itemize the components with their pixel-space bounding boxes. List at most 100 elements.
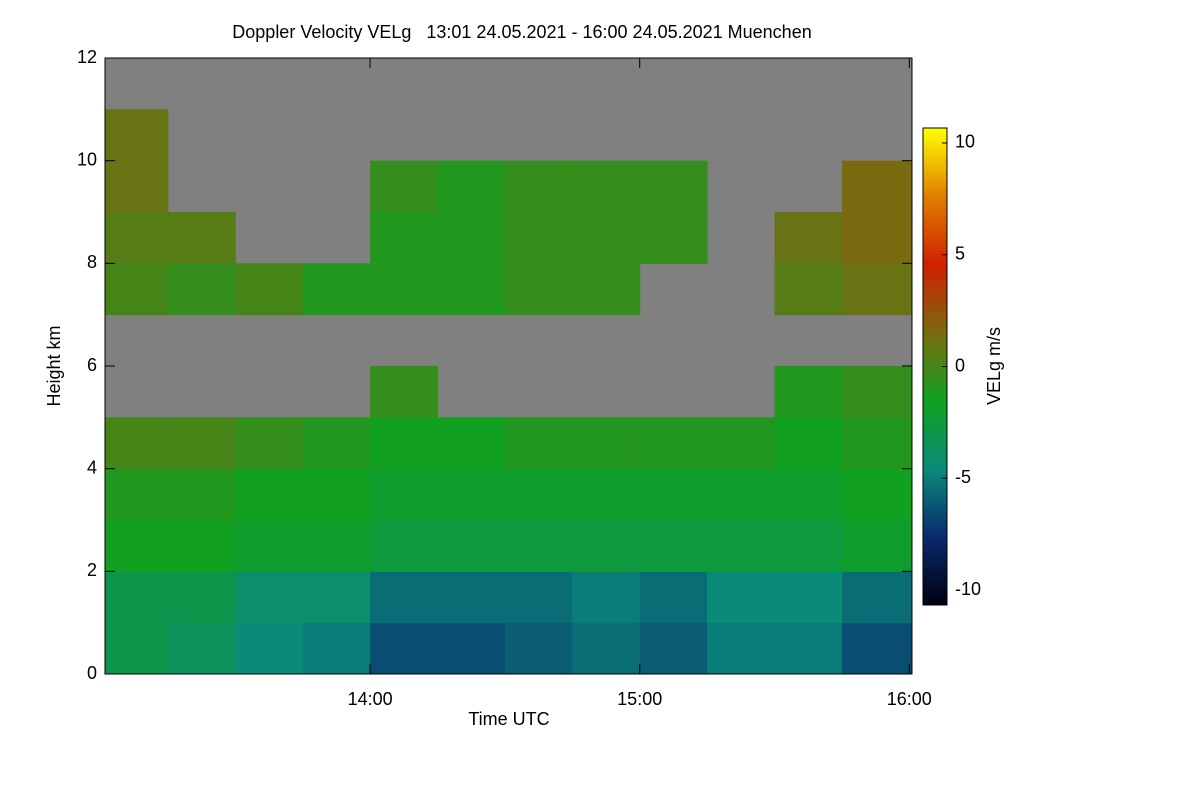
heatmap-cell (572, 571, 641, 624)
heatmap-cell (841, 468, 913, 521)
heatmap-cell (370, 160, 439, 213)
heatmap-cell (774, 417, 843, 470)
heatmap-cell (437, 468, 506, 521)
y-tick-label: 4 (87, 457, 97, 477)
heatmap-cell (167, 571, 236, 624)
x-tick-label: 14:00 (348, 689, 393, 709)
heatmap-cell (774, 263, 843, 316)
heatmap-cell (235, 263, 304, 316)
x-axis-label: Time UTC (468, 709, 549, 729)
y-tick-label: 2 (87, 560, 97, 580)
heatmap-cell (504, 622, 573, 675)
heatmap-cell (105, 109, 169, 162)
heatmap-cell (302, 417, 371, 470)
heatmap-cell (572, 468, 641, 521)
heatmap-cell (572, 417, 641, 470)
heatmap-cell (370, 366, 439, 418)
heatmap-cell (437, 263, 506, 316)
heatmap-cell (707, 571, 776, 624)
heatmap-cell (774, 571, 843, 624)
heatmap-cell (504, 212, 573, 264)
colorbar-label: VELg m/s (984, 327, 1004, 405)
heatmap-cell (302, 468, 371, 521)
heatmap-cell (167, 263, 236, 316)
heatmap-cell (370, 622, 439, 675)
heatmap-cell (707, 622, 776, 675)
heatmap-cell (572, 263, 641, 316)
heatmap-cell (167, 468, 236, 521)
heatmap-cell (504, 571, 573, 624)
heatmap-cell (370, 417, 439, 470)
heatmap-cell (235, 468, 304, 521)
heatmap-cell (167, 212, 236, 264)
heatmap-cell (302, 571, 371, 624)
heatmap-cell (841, 160, 913, 213)
heatmap-cell (841, 622, 913, 675)
heatmap-cell (235, 571, 304, 624)
heatmap-cell (707, 520, 776, 572)
heatmap-cell (437, 212, 506, 264)
heatmap-cell (235, 417, 304, 470)
y-tick-label: 12 (77, 47, 97, 67)
heatmap-cell (774, 468, 843, 521)
heatmap-cell (370, 212, 439, 264)
heatmap-cell (572, 622, 641, 675)
heatmap-cell (504, 263, 573, 316)
heatmap-cell (105, 417, 169, 470)
colorbar-tick-label: -10 (955, 579, 981, 599)
heatmap-cell (235, 622, 304, 675)
heatmap-cell (437, 417, 506, 470)
heatmap-cell (774, 212, 843, 264)
y-tick-label: 8 (87, 252, 97, 272)
heatmap-cell (105, 520, 169, 572)
heatmap-cell (774, 520, 843, 572)
colorbar-tick-label: 10 (955, 132, 975, 152)
heatmap-cell (639, 468, 708, 521)
heatmap-cell (841, 212, 913, 264)
heatmap-cell (572, 212, 641, 264)
x-tick-label: 16:00 (887, 689, 932, 709)
heatmap-cell (639, 212, 708, 264)
heatmap-cell (105, 571, 169, 624)
heatmap-cell (302, 622, 371, 675)
heatmap-cell (841, 571, 913, 624)
heatmap-cell (302, 263, 371, 316)
heatmap-cell (370, 571, 439, 624)
heatmap-cell (370, 468, 439, 521)
chart-title: Doppler Velocity VELg 13:01 24.05.2021 -… (232, 22, 811, 42)
heatmap-cell (707, 468, 776, 521)
heatmap-cell (504, 520, 573, 572)
heatmap-cell (504, 468, 573, 521)
heatmap-cell (370, 263, 439, 316)
heatmap-cell (774, 622, 843, 675)
heatmap-cell (841, 417, 913, 470)
heatmap-cell (504, 160, 573, 213)
heatmap-cell (639, 160, 708, 213)
heatmap-cell (105, 263, 169, 316)
heatmap-cell (302, 520, 371, 572)
heatmap-cell (572, 520, 641, 572)
heatmap-cell (639, 520, 708, 572)
heatmap-cell (105, 160, 169, 213)
y-tick-label: 0 (87, 663, 97, 683)
y-tick-label: 6 (87, 355, 97, 375)
heatmap-cell (167, 622, 236, 675)
colorbar-tick-label: 5 (955, 243, 965, 263)
y-axis-label: Height km (44, 325, 64, 406)
heatmap-cell (437, 622, 506, 675)
colorbar-tick-label: -5 (955, 467, 971, 487)
heatmap-cell (504, 417, 573, 470)
heatmap-cell (841, 366, 913, 418)
heatmap-cell (167, 520, 236, 572)
heatmap-cell (235, 520, 304, 572)
heatmap-cell (639, 622, 708, 675)
colorbar-tick-label: 0 (955, 355, 965, 375)
heatmap-cell (370, 520, 439, 572)
heatmap-cell (707, 417, 776, 470)
heatmap-cell (105, 622, 169, 675)
heatmap-cell (437, 160, 506, 213)
heatmap-cell (105, 212, 169, 264)
heatmap-cell (437, 520, 506, 572)
heatmap-cell (437, 571, 506, 624)
